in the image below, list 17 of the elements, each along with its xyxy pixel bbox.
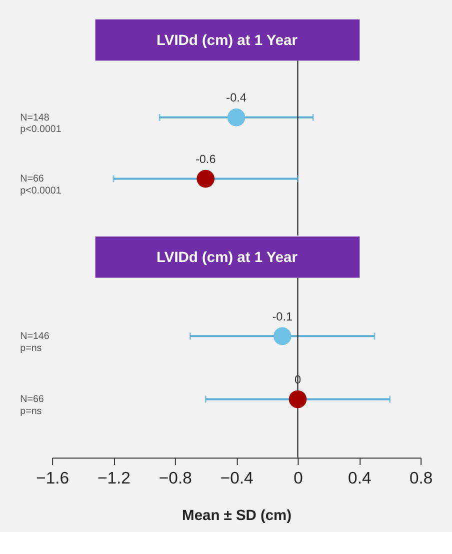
data-label: -0.1: [272, 310, 293, 324]
chart-title: LVIDd (cm) at 1 Year: [156, 32, 298, 49]
chart-title: LVIDd (cm) at 1 Year: [156, 250, 298, 266]
x-tick-label: −1.2: [98, 468, 130, 488]
x-axis-title: Mean ± SD (cm): [182, 508, 292, 524]
x-tick-label: −1.6: [36, 468, 70, 488]
x-tick-label: 0: [294, 468, 303, 488]
y-tick-label: N=146 p=ns: [20, 331, 50, 354]
y-tick-label: N=66 p=ns: [20, 394, 44, 417]
y-tick-label: N=148 p<0.0001: [20, 112, 62, 136]
x-tick-label: 0.4: [348, 468, 372, 488]
x-tick-label: 0.8: [409, 468, 433, 488]
y-tick-label: N=66 p<0.0001: [20, 174, 62, 197]
data-label: -0.4: [226, 92, 247, 105]
x-tick-label: −0.8: [158, 468, 192, 488]
data-label: -0.6: [195, 153, 216, 166]
x-tick-label: −0.4: [220, 468, 254, 488]
